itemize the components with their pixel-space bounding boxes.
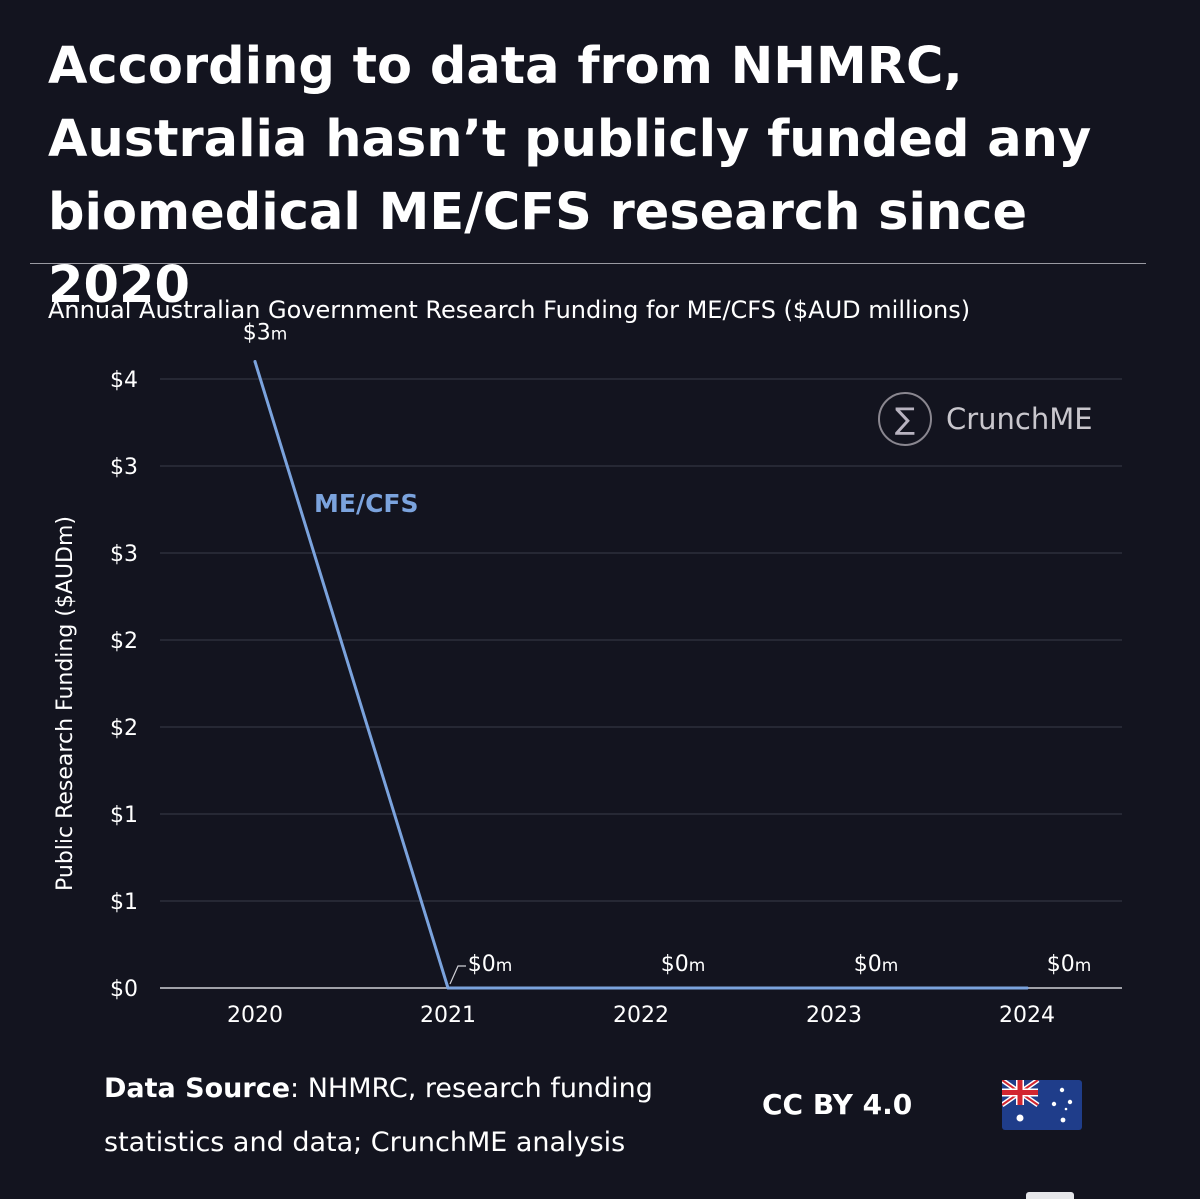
brand-watermark: ∑ CrunchME <box>878 392 1093 446</box>
x-tick-label: 2020 <box>227 1003 283 1028</box>
data-point <box>639 986 643 990</box>
data-point <box>832 986 836 990</box>
headline: According to data from NHMRC, Australia … <box>48 37 1092 315</box>
x-tick-label: 2021 <box>420 1003 476 1028</box>
series-line-mecfs <box>253 360 1029 990</box>
data-source: Data Source: NHMRC, research funding sta… <box>104 1062 724 1170</box>
clipped-footer-text <box>104 1188 704 1199</box>
y-tick-label: $0 <box>110 977 138 1002</box>
y-tick-label: $3 <box>110 542 138 567</box>
y-tick-label: $1 <box>110 803 138 828</box>
data-label: $0m <box>468 952 513 977</box>
y-tick-label: $3 <box>110 455 138 480</box>
y-axis-title: Public Research Funding ($AUDm) <box>53 516 78 891</box>
y-tick-label: $2 <box>110 716 138 741</box>
data-source-label: Data Source <box>104 1073 291 1104</box>
line-chart: $0 $1 $1 $2 $2 $3 $3 $4 2020 2021 2022 2023 2024 Publ… <box>53 321 1122 1028</box>
label-leader-line <box>449 965 466 985</box>
data-label: $0m <box>854 952 899 977</box>
x-tick-label: 2022 <box>613 1003 669 1028</box>
australia-flag-icon <box>1002 1080 1082 1130</box>
sigma-logo-icon: ∑ <box>878 392 932 446</box>
data-point <box>1025 986 1029 990</box>
data-label: $0m <box>1047 952 1092 977</box>
x-tick-label: 2023 <box>806 1003 862 1028</box>
y-tick-label: $2 <box>110 629 138 654</box>
y-tick-label: $4 <box>110 368 138 393</box>
clipped-footer-icon <box>1026 1192 1074 1199</box>
data-label: $0m <box>661 952 706 977</box>
brand-name: CrunchME <box>946 402 1093 436</box>
title-divider <box>30 263 1146 264</box>
data-label: $3m <box>243 321 288 346</box>
x-tick-label: 2024 <box>999 1003 1055 1028</box>
y-tick-label: $1 <box>110 890 138 915</box>
data-source-text: : NHMRC, research funding statistics and… <box>104 1073 653 1158</box>
license-label: CC BY 4.0 <box>762 1088 913 1121</box>
data-point <box>253 360 257 364</box>
chart-subtitle: Annual Australian Government Research Fu… <box>48 296 971 324</box>
series-label: ME/CFS <box>314 489 419 518</box>
data-point <box>446 986 450 990</box>
